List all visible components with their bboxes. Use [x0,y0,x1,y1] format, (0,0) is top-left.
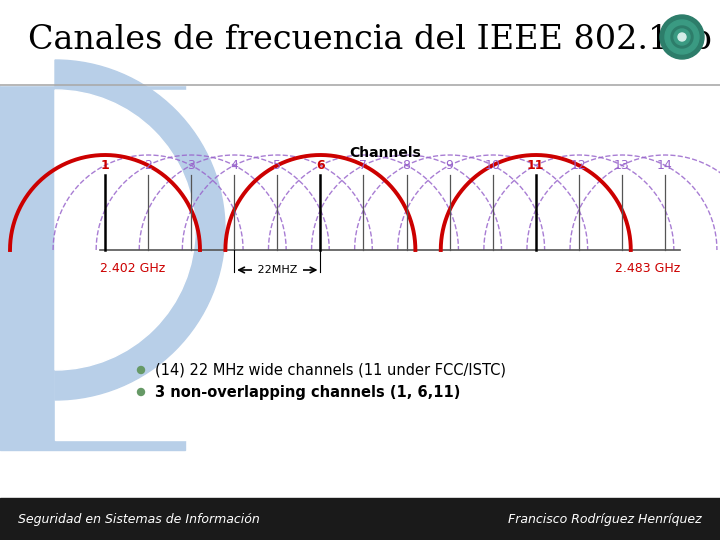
Text: 9: 9 [446,159,454,172]
Circle shape [680,18,688,26]
Wedge shape [55,60,225,400]
Circle shape [138,367,145,374]
Text: 4: 4 [230,159,238,172]
Circle shape [670,46,678,54]
Circle shape [670,20,678,28]
Circle shape [665,20,699,54]
Circle shape [664,38,672,46]
Text: 2.402 GHz: 2.402 GHz [100,262,166,275]
Circle shape [664,28,672,36]
Text: 2.483 GHz: 2.483 GHz [615,262,680,275]
Text: 11: 11 [527,159,544,172]
Text: 13: 13 [614,159,630,172]
Circle shape [678,33,686,41]
Text: 6: 6 [316,159,325,172]
Text: 22MHZ: 22MHZ [254,265,301,275]
Circle shape [138,388,145,395]
Text: 14: 14 [657,159,673,172]
Circle shape [674,29,690,45]
Text: 1: 1 [101,159,109,172]
Circle shape [680,48,688,56]
Polygon shape [55,90,710,440]
Text: Channels: Channels [349,146,421,160]
Polygon shape [0,0,720,85]
Circle shape [660,15,704,59]
Circle shape [693,33,701,41]
Text: (14) 22 MHz wide channels (11 under FCC/ISTC): (14) 22 MHz wide channels (11 under FCC/… [155,362,506,377]
Text: 3: 3 [187,159,195,172]
Text: 10: 10 [485,159,500,172]
Text: 12: 12 [571,159,587,172]
Text: 7: 7 [359,159,367,172]
Polygon shape [0,498,720,540]
Text: 8: 8 [402,159,410,172]
Wedge shape [55,90,195,370]
Text: 3 non-overlapping channels (1, 6,11): 3 non-overlapping channels (1, 6,11) [155,384,460,400]
Text: 5: 5 [274,159,282,172]
Polygon shape [0,80,185,450]
Circle shape [690,43,698,51]
Text: Francisco Rodríguez Henríquez: Francisco Rodríguez Henríquez [508,512,702,525]
Text: Canales de frecuencia del IEEE 802.11b: Canales de frecuencia del IEEE 802.11b [28,24,712,56]
Text: 2: 2 [144,159,152,172]
Circle shape [676,31,688,43]
Circle shape [690,23,698,31]
Circle shape [671,26,693,48]
Text: Seguridad en Sistemas de Información: Seguridad en Sistemas de Información [18,512,260,525]
